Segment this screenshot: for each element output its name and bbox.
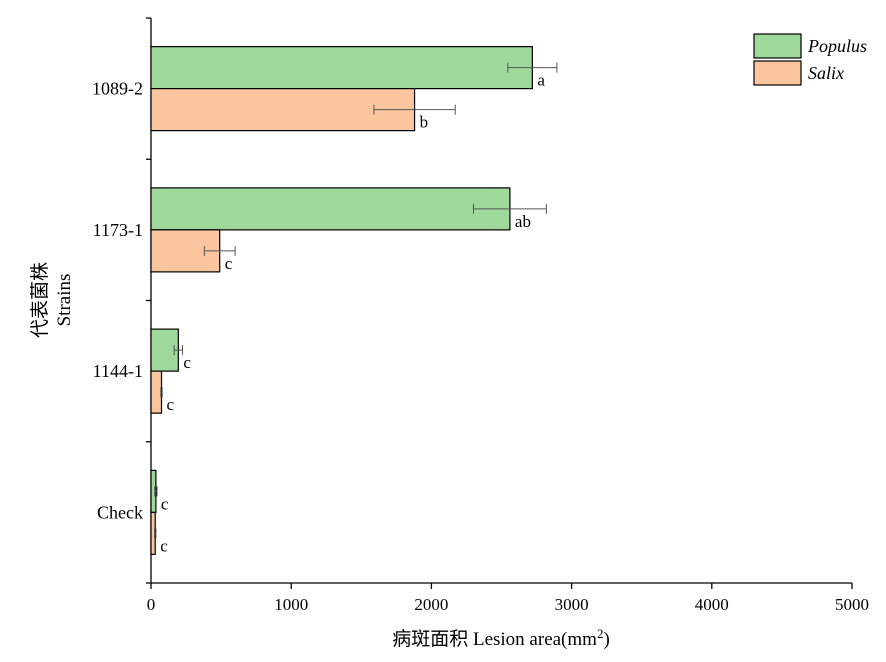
x-axis-label: 病斑面积 Lesion area(mm2) — [392, 626, 610, 651]
bar-salix — [150, 370, 163, 414]
significance-letter: c — [183, 353, 191, 372]
legend-swatch — [753, 33, 802, 59]
significance-letter: c — [225, 254, 233, 273]
x-tick-label: 3000 — [555, 595, 589, 614]
error-bars — [154, 62, 558, 539]
significance-letter: c — [160, 536, 168, 555]
x-tick-label: 4000 — [695, 595, 729, 614]
x-tick-label: 0 — [147, 595, 156, 614]
legend-label: Populus — [807, 36, 867, 56]
legend-label: Salix — [808, 63, 844, 83]
y-axis-label-cn: 代表菌株 — [29, 262, 51, 338]
x-axis-label-superscript: 2 — [597, 626, 604, 641]
bar-populus — [150, 46, 533, 90]
y-axis-label-en: Strains — [54, 274, 75, 327]
significance-letter: b — [420, 113, 429, 132]
legend-swatch — [753, 60, 802, 86]
x-tick-label: 5000 — [835, 595, 869, 614]
y-tick-label: 1089-2 — [92, 79, 143, 99]
legend: Populus Salix — [753, 33, 867, 86]
bars — [150, 46, 533, 555]
x-axis-ticks: 0 1000 2000 3000 4000 5000 — [147, 583, 869, 614]
y-axis-label: 代表菌株 Strains — [29, 262, 75, 338]
y-tick-label: Check — [97, 502, 143, 522]
bar-populus — [150, 187, 511, 231]
significance-letter: a — [537, 71, 545, 90]
significance-letter: c — [161, 494, 169, 513]
significance-letter: c — [167, 395, 175, 414]
y-tick-label: 1144-1 — [93, 361, 143, 381]
x-tick-label: 2000 — [414, 595, 448, 614]
y-axis-ticks: 1089-2 1173-1 1144-1 Check — [92, 17, 151, 584]
y-tick-label: 1173-1 — [93, 220, 143, 240]
significance-letter: ab — [515, 212, 531, 231]
x-tick-label: 1000 — [274, 595, 308, 614]
